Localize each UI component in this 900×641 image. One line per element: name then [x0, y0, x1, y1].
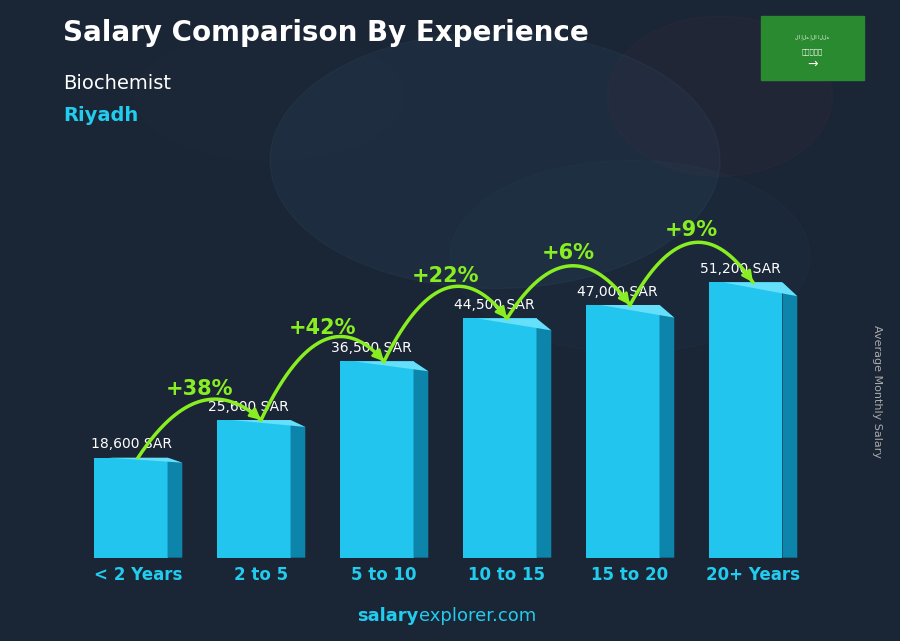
Text: 36,500 SAR: 36,500 SAR [331, 341, 412, 355]
Polygon shape [536, 319, 552, 558]
Bar [708, 283, 782, 558]
Text: +38%: +38% [166, 379, 233, 399]
Text: 44,500 SAR: 44,500 SAR [454, 298, 535, 312]
Text: explorer.com: explorer.com [418, 607, 536, 625]
Text: 25,600 SAR: 25,600 SAR [208, 399, 289, 413]
Polygon shape [660, 305, 674, 558]
Polygon shape [586, 305, 674, 318]
Polygon shape [463, 319, 552, 330]
Polygon shape [339, 362, 428, 371]
Text: 51,200 SAR: 51,200 SAR [700, 262, 781, 276]
Polygon shape [782, 283, 797, 558]
Bar [586, 305, 660, 558]
Polygon shape [94, 458, 183, 463]
Text: لا إله إلا الله: لا إله إلا الله [796, 35, 829, 40]
Polygon shape [217, 420, 305, 427]
Text: Salary Comparison By Experience: Salary Comparison By Experience [63, 19, 589, 47]
Bar [339, 362, 413, 558]
Bar [217, 420, 291, 558]
Text: +6%: +6% [542, 244, 595, 263]
Polygon shape [291, 420, 305, 558]
Text: Riyadh: Riyadh [63, 106, 139, 125]
Ellipse shape [608, 16, 832, 176]
Text: 18,600 SAR: 18,600 SAR [91, 437, 172, 451]
Text: Biochemist: Biochemist [63, 74, 171, 93]
Ellipse shape [450, 160, 810, 353]
Ellipse shape [135, 32, 405, 160]
Text: ⎯⎯⎯⎯⎯: ⎯⎯⎯⎯⎯ [802, 48, 823, 54]
Text: 47,000 SAR: 47,000 SAR [578, 285, 658, 299]
Polygon shape [413, 362, 428, 558]
Text: +42%: +42% [289, 318, 356, 338]
Bar [463, 319, 536, 558]
Polygon shape [167, 458, 183, 558]
Text: +9%: +9% [665, 221, 718, 240]
Text: salary: salary [357, 607, 418, 625]
Ellipse shape [270, 32, 720, 288]
Text: →: → [807, 58, 817, 71]
Text: Average Monthly Salary: Average Monthly Salary [872, 324, 883, 458]
Bar [94, 458, 167, 558]
Text: +22%: +22% [411, 266, 479, 286]
Polygon shape [708, 283, 797, 296]
